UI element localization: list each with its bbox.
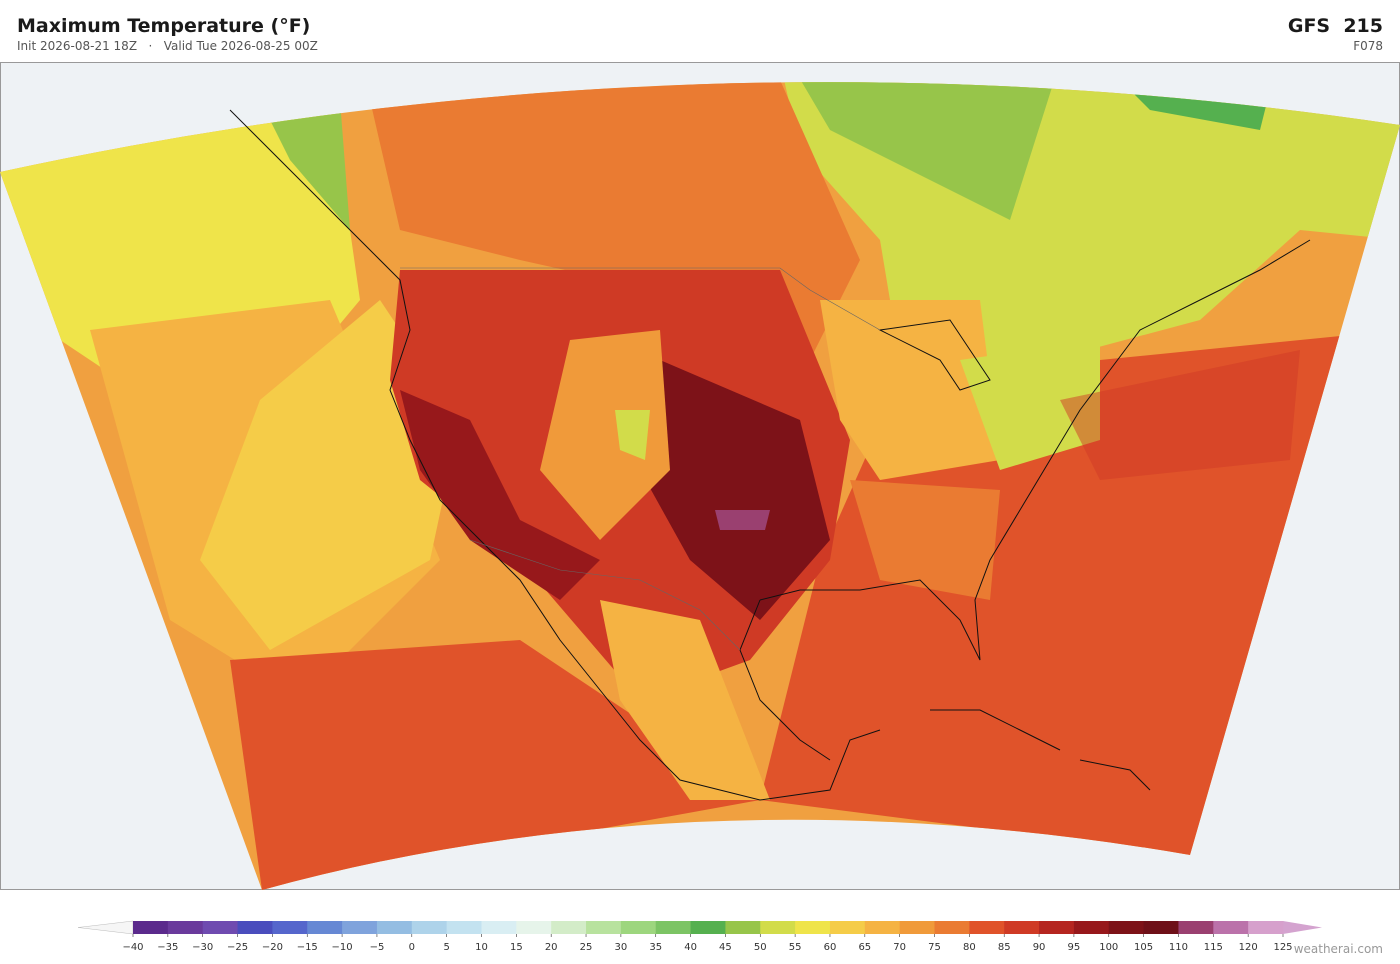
colorbar-bin (864, 921, 901, 934)
colorbar-bin (655, 921, 692, 934)
colorbar-bin (376, 921, 413, 934)
colorbar-bin (202, 921, 239, 934)
colorbar-tick-label: 115 (1204, 942, 1223, 953)
coastlines (229, 109, 1311, 801)
colorbar-tick-label: 20 (545, 942, 558, 953)
colorbar-bin (133, 921, 169, 934)
colorbar-bin (1248, 921, 1284, 934)
colorbar-over (1283, 921, 1322, 934)
colorbar-tick-label: 125 (1273, 942, 1292, 953)
colorbar-bin (1039, 921, 1075, 934)
forecast-hour: F078 (1353, 39, 1383, 53)
colorbar-tick-label: 40 (684, 942, 697, 953)
colorbar-tick-label: 70 (893, 942, 906, 953)
colorbar-tick-label: −40 (122, 942, 143, 953)
colorbar-bin (586, 921, 622, 934)
colorbar-tick-label: 65 (858, 942, 871, 953)
colorbar-tick-label: 75 (928, 942, 941, 953)
colorbar-bin (237, 921, 273, 934)
colorbar-bin (481, 921, 517, 934)
title: Maximum Temperature (°F) (17, 15, 311, 37)
colorbar-under (77, 920, 134, 935)
colorbar-tick-label: 120 (1239, 942, 1258, 953)
colorbar-tick-label: 90 (1033, 942, 1046, 953)
borders (400, 267, 881, 651)
colorbar-bin (725, 921, 761, 934)
colorbar-bin (829, 921, 866, 934)
colorbar-tick-label: −30 (192, 942, 213, 953)
colorbar-tick-label: −5 (370, 942, 385, 953)
subtitle: Init 2026-08-21 18Z · Valid Tue 2026-08-… (17, 39, 318, 53)
colorbar-tick-label: 50 (754, 942, 767, 953)
colorbar-tick-label: 45 (719, 942, 732, 953)
colorbar-tick-label: 105 (1134, 942, 1153, 953)
colorbar-bin (1143, 921, 1179, 934)
colorbar-bin (167, 921, 204, 934)
colorbar-tick-label: −25 (227, 942, 248, 953)
colorbar-bin (899, 921, 936, 934)
colorbar-tick-label: 95 (1068, 942, 1081, 953)
colorbar-tick-label: 0 (409, 942, 415, 953)
colorbar-bin (1004, 921, 1040, 934)
colorbar-tick-label: 30 (615, 942, 628, 953)
colorbar-tick-label: −10 (332, 942, 353, 953)
colorbar-tick-label: −15 (297, 942, 318, 953)
colorbar-tick-label: 80 (963, 942, 976, 953)
colorbar-bin (969, 921, 1005, 934)
colorbar-tick-label: −35 (157, 942, 178, 953)
colorbar-bin (760, 921, 796, 934)
colorbar-bin (795, 921, 831, 934)
colorbar-tick-label: 110 (1169, 942, 1188, 953)
colorbar-tick-label: 100 (1099, 942, 1118, 953)
colorbar-bin (516, 921, 552, 934)
colorbar-bin (272, 921, 308, 934)
colorbar-bin (307, 921, 343, 934)
colorbar-tick-label: 85 (998, 942, 1011, 953)
temperature-field (0, 82, 1400, 890)
colorbar-bin (1213, 921, 1249, 934)
colorbar-bin (551, 921, 587, 934)
colorbar: −40 −35 −30 −25 −20 −15 −10 −5 0 5 10 15 20 25 30 35 40 4… (77, 920, 1322, 953)
colorbar-bin (1178, 921, 1214, 934)
colorbar-bin (342, 921, 378, 934)
colorbar-tick-label: 35 (649, 942, 662, 953)
colorbar-tick-label: −20 (262, 942, 283, 953)
colorbar-bin (934, 921, 970, 934)
colorbar-tick-label: 55 (789, 942, 802, 953)
colorbar-tick-label: 60 (824, 942, 837, 953)
colorbar-tick-label: 25 (580, 942, 593, 953)
watermark: weatherai.com (1293, 942, 1383, 956)
colorbar-tick-label: 10 (475, 942, 488, 953)
model-label: GFS 215 (1287, 15, 1383, 37)
colorbar-tick-label: 5 (443, 942, 449, 953)
colorbar-bin (1108, 921, 1145, 934)
colorbar-bin (620, 921, 657, 934)
colorbar-bin (690, 921, 726, 934)
colorbar-bin (1073, 921, 1110, 934)
colorbar-bin (446, 921, 482, 934)
colorbar-tick-label: 15 (510, 942, 523, 953)
colorbar-bin (411, 921, 448, 934)
